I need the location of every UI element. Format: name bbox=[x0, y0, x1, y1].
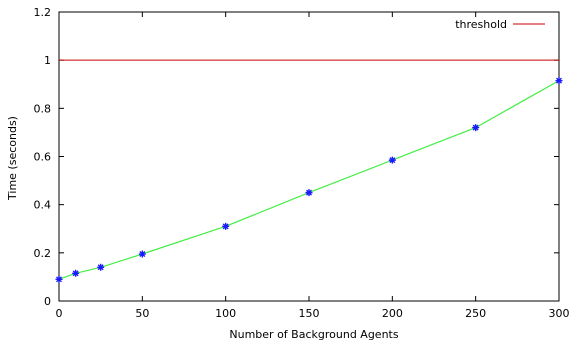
x-tick-label: 100 bbox=[215, 307, 236, 320]
x-tick-label: 50 bbox=[135, 307, 149, 320]
data-point-marker bbox=[55, 275, 63, 283]
x-tick-label: 200 bbox=[382, 307, 403, 320]
data-point-marker bbox=[72, 269, 80, 277]
y-tick-label: 0.8 bbox=[34, 102, 52, 115]
legend-label: threshold bbox=[455, 18, 507, 31]
data-point-marker bbox=[305, 189, 313, 197]
y-tick-label: 1 bbox=[44, 54, 51, 67]
y-tick-label: 1.2 bbox=[34, 6, 52, 19]
data-point-marker bbox=[97, 263, 105, 271]
x-tick-label: 0 bbox=[56, 307, 63, 320]
x-tick-label: 250 bbox=[465, 307, 486, 320]
y-tick-label: 0.6 bbox=[34, 151, 52, 164]
y-tick-label: 0 bbox=[44, 295, 51, 308]
data-point-marker bbox=[472, 124, 480, 132]
y-tick-label: 0.2 bbox=[34, 247, 52, 260]
data-point-marker bbox=[555, 77, 563, 85]
data-point-marker bbox=[222, 222, 230, 230]
x-axis-label: Number of Background Agents bbox=[229, 328, 398, 341]
x-tick-label: 150 bbox=[299, 307, 320, 320]
y-axis-label: Time (seconds) bbox=[6, 116, 19, 201]
data-point-marker bbox=[138, 250, 146, 258]
y-tick-label: 0.4 bbox=[34, 199, 52, 212]
plot-area: 0 50 100 150 200 250 300 0 0.2 0.4 0.6 0.8 1 1.2 thres… bbox=[34, 6, 570, 320]
series-line bbox=[58, 80, 560, 280]
x-tick-label: 300 bbox=[549, 307, 570, 320]
data-point-marker bbox=[388, 156, 396, 164]
plot-frame bbox=[58, 11, 560, 302]
